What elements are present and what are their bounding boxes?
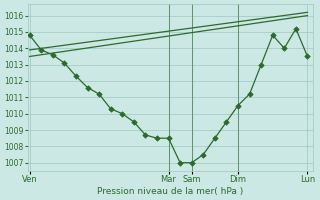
X-axis label: Pression niveau de la mer( hPa ): Pression niveau de la mer( hPa ) [97, 187, 244, 196]
